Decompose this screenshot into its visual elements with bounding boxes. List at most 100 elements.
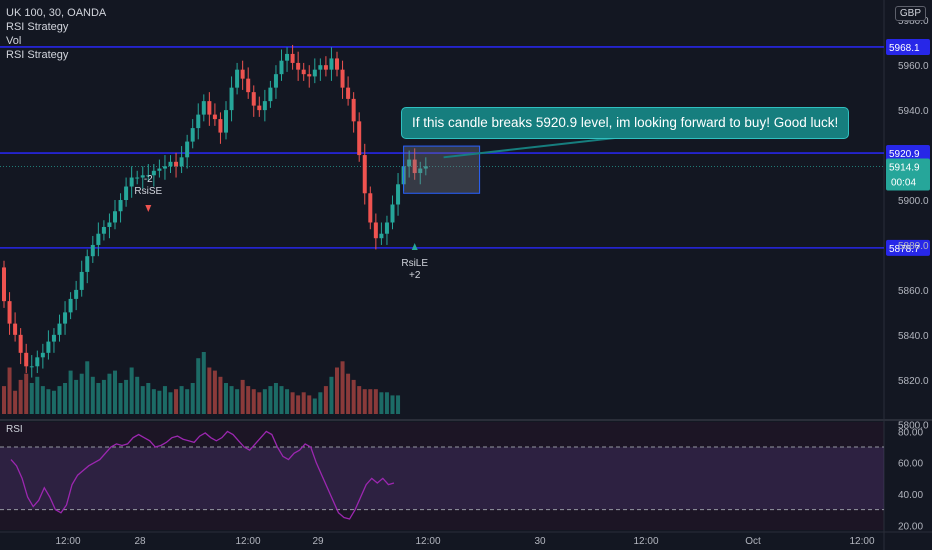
volume-bar — [301, 392, 306, 414]
candle-body — [257, 105, 262, 111]
volume-bar — [146, 383, 151, 414]
short-signal-label: RsiSE — [134, 186, 162, 197]
volume-bar — [29, 383, 34, 414]
volume-bar — [74, 379, 79, 414]
price-tick-label: 5980.0 — [898, 16, 929, 27]
candle-body — [174, 161, 179, 167]
candle-body — [7, 301, 12, 324]
time-tick-label: 12:00 — [415, 536, 440, 547]
candle-body — [396, 184, 401, 205]
rsi-band — [0, 447, 884, 510]
volume-bar — [35, 376, 40, 414]
callout-pointer — [443, 137, 616, 159]
candle-body — [140, 175, 145, 178]
candle-body — [279, 60, 284, 75]
volume-bar — [224, 383, 228, 414]
volume-bar — [262, 389, 267, 414]
candle-body — [290, 53, 295, 63]
volume-bar — [396, 395, 401, 414]
candle-body — [207, 101, 212, 115]
axes[interactable]: 5980.0 5960.0 5940.0 5900.0 5880.0 5860.0 5840… — [55, 16, 930, 547]
volume-bar — [96, 383, 101, 414]
rsi-pane-title[interactable]: RSI — [6, 424, 23, 435]
volume-bar — [129, 367, 134, 414]
annotation-callout[interactable]: If this candle breaks 5920.9 level, im l… — [401, 107, 850, 139]
volume-bar — [13, 390, 18, 414]
short-arrow — [145, 205, 152, 212]
volume-bar — [229, 386, 234, 414]
volume-bar — [257, 392, 262, 414]
volume-bar — [268, 386, 273, 414]
candle-body — [201, 101, 206, 115]
legend-study-vol[interactable]: Vol — [6, 35, 22, 47]
candle-body — [362, 155, 367, 194]
candle-body — [151, 170, 156, 176]
candle-body — [113, 211, 117, 223]
candle-body — [18, 334, 23, 353]
rsi-tick-label: 40.00 — [898, 490, 923, 501]
candle-body — [96, 233, 101, 245]
candle-body — [301, 69, 306, 75]
range-box-rect — [403, 145, 481, 194]
volume-bar — [168, 392, 173, 414]
volume-bars — [2, 352, 401, 414]
candle-body — [162, 166, 167, 169]
volume-bar — [7, 367, 12, 414]
candle-body — [246, 78, 251, 93]
volume-bar — [218, 376, 223, 414]
legend-symbol[interactable]: UK 100, 30, OANDA — [6, 7, 107, 19]
volume-bar — [296, 395, 301, 414]
candle-body — [351, 98, 356, 122]
volume-bar — [179, 386, 184, 414]
volume-bar — [273, 383, 278, 414]
candle-body — [357, 121, 362, 156]
candle-body — [190, 128, 195, 142]
candle-body — [346, 87, 351, 99]
legend-study-rsi-strategy[interactable]: RSI Strategy — [6, 21, 69, 33]
candle-body — [285, 53, 290, 61]
level-label-bg — [886, 38, 930, 55]
candle-body — [196, 114, 201, 129]
volume-bar — [79, 373, 84, 414]
volume-bar — [2, 386, 6, 414]
level-label: 5920.9 — [889, 149, 920, 160]
candle-body — [368, 193, 373, 223]
candle-body — [24, 352, 29, 367]
candle-body — [407, 159, 412, 167]
rsi-tick-label: 80.00 — [898, 427, 923, 438]
volume-bar — [279, 386, 284, 414]
candle-body — [373, 222, 378, 239]
candle-body — [57, 323, 62, 335]
long-arrow — [411, 243, 418, 250]
level-lines[interactable]: 5968.1 5920.9 5878.7 — [0, 38, 930, 256]
candle-body — [29, 366, 34, 368]
long-signal-qty: +2 — [409, 270, 421, 281]
volume-bar — [51, 390, 56, 414]
candle-body — [379, 233, 384, 239]
volume-bar — [68, 370, 73, 414]
candle-body — [157, 168, 162, 171]
volume-bar — [246, 386, 251, 414]
candle-body — [124, 186, 129, 201]
candle-body — [218, 119, 223, 133]
volume-bar — [312, 398, 317, 414]
candle-body — [129, 177, 134, 187]
candle-body — [107, 222, 112, 227]
range-box[interactable] — [403, 137, 616, 194]
volume-bar — [24, 373, 29, 414]
volume-bar — [307, 395, 312, 414]
candle-body — [146, 175, 151, 177]
legend-study-rsi-strategy-2[interactable]: RSI Strategy — [6, 49, 69, 61]
level-label-bg — [886, 239, 930, 256]
currency-badge[interactable]: GBP — [894, 6, 926, 21]
candle-body — [318, 65, 323, 70]
level-label: 5878.7 — [889, 244, 920, 255]
candle-body — [251, 92, 256, 106]
rsi-line — [10, 430, 395, 520]
candle-body — [79, 271, 84, 290]
candle-body — [68, 298, 73, 313]
long-signal-label: RsiLE — [401, 258, 428, 269]
